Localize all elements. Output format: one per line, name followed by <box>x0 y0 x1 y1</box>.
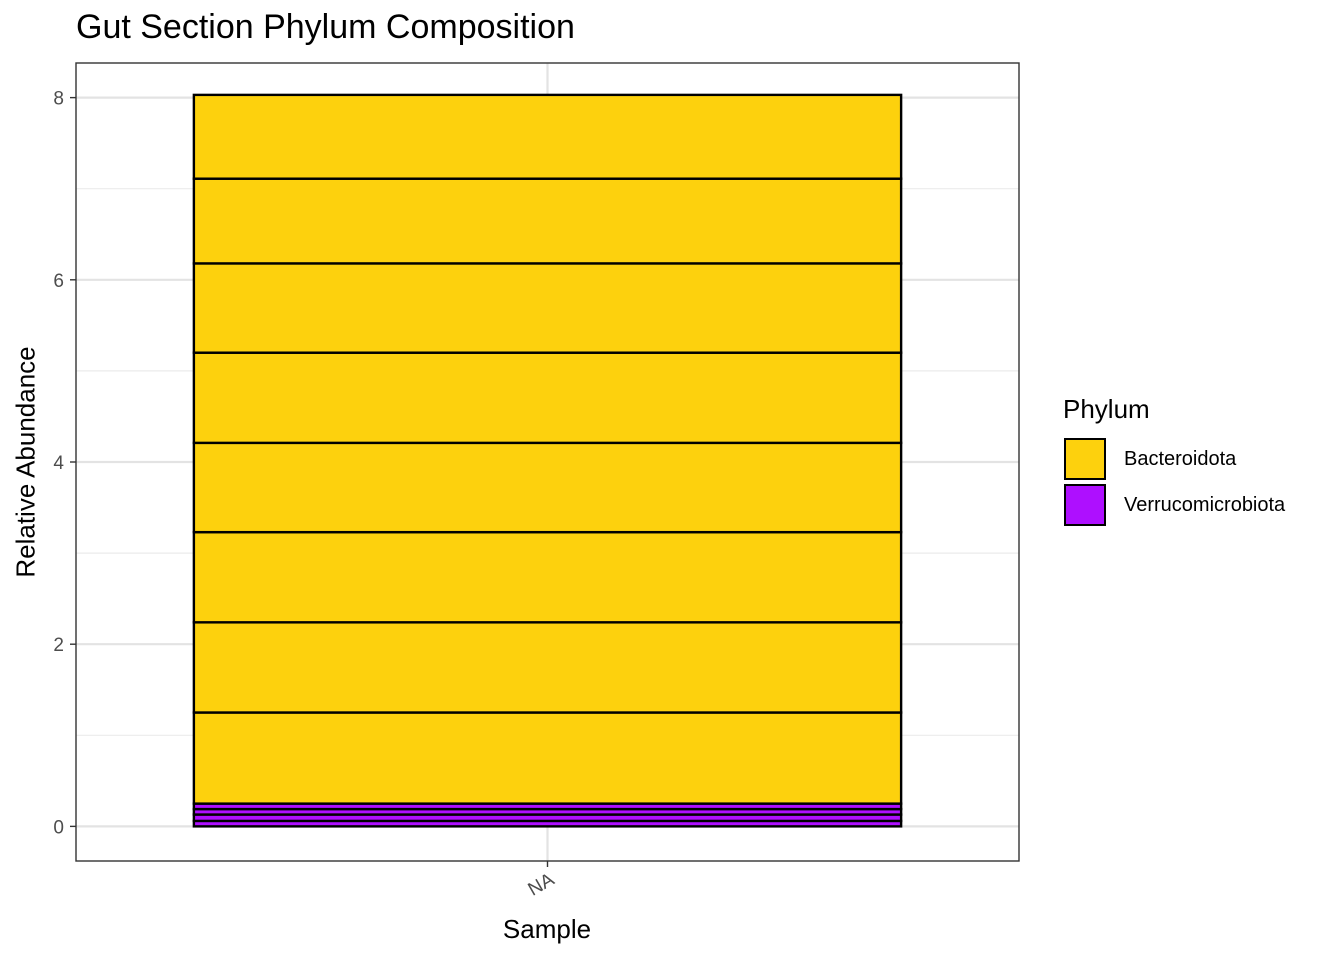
bar-segment-bacteroidota <box>192 93 903 180</box>
y-tick-label: 0 <box>53 817 64 838</box>
legend-label-bacteroidota: Bacteroidota <box>1124 448 1237 470</box>
x-axis: NA <box>525 861 559 901</box>
bar-segment-bacteroidota <box>192 711 903 805</box>
bar-segment-bacteroidota <box>192 621 903 714</box>
stacked-bar <box>192 93 903 828</box>
bar-segment-bacteroidota <box>192 441 903 534</box>
y-tick-label: 4 <box>53 453 64 474</box>
y-axis-label: Relative Abundance <box>10 346 41 578</box>
y-tick-label: 6 <box>53 271 64 292</box>
legend-label-verrucomicrobiota: Verrucomicrobiota <box>1124 494 1286 516</box>
bar-segment-bacteroidota <box>192 262 903 354</box>
chart-title: Gut Section Phylum Composition <box>76 8 575 46</box>
x-tick-label: NA <box>525 869 559 901</box>
y-axis: 0 2 4 6 8 <box>53 89 76 838</box>
y-tick-label: 8 <box>53 89 64 110</box>
bar-segment-bacteroidota <box>192 530 903 624</box>
x-axis-label: Sample <box>502 914 592 944</box>
bar-segment-bacteroidota <box>192 177 903 265</box>
y-tick-label: 2 <box>53 635 64 656</box>
legend-swatch-bacteroidota <box>1064 438 1106 480</box>
legend-title: Phylum <box>1063 394 1150 424</box>
bar-segment-bacteroidota <box>192 351 903 445</box>
legend-swatch-verrucomicrobiota <box>1064 484 1106 526</box>
